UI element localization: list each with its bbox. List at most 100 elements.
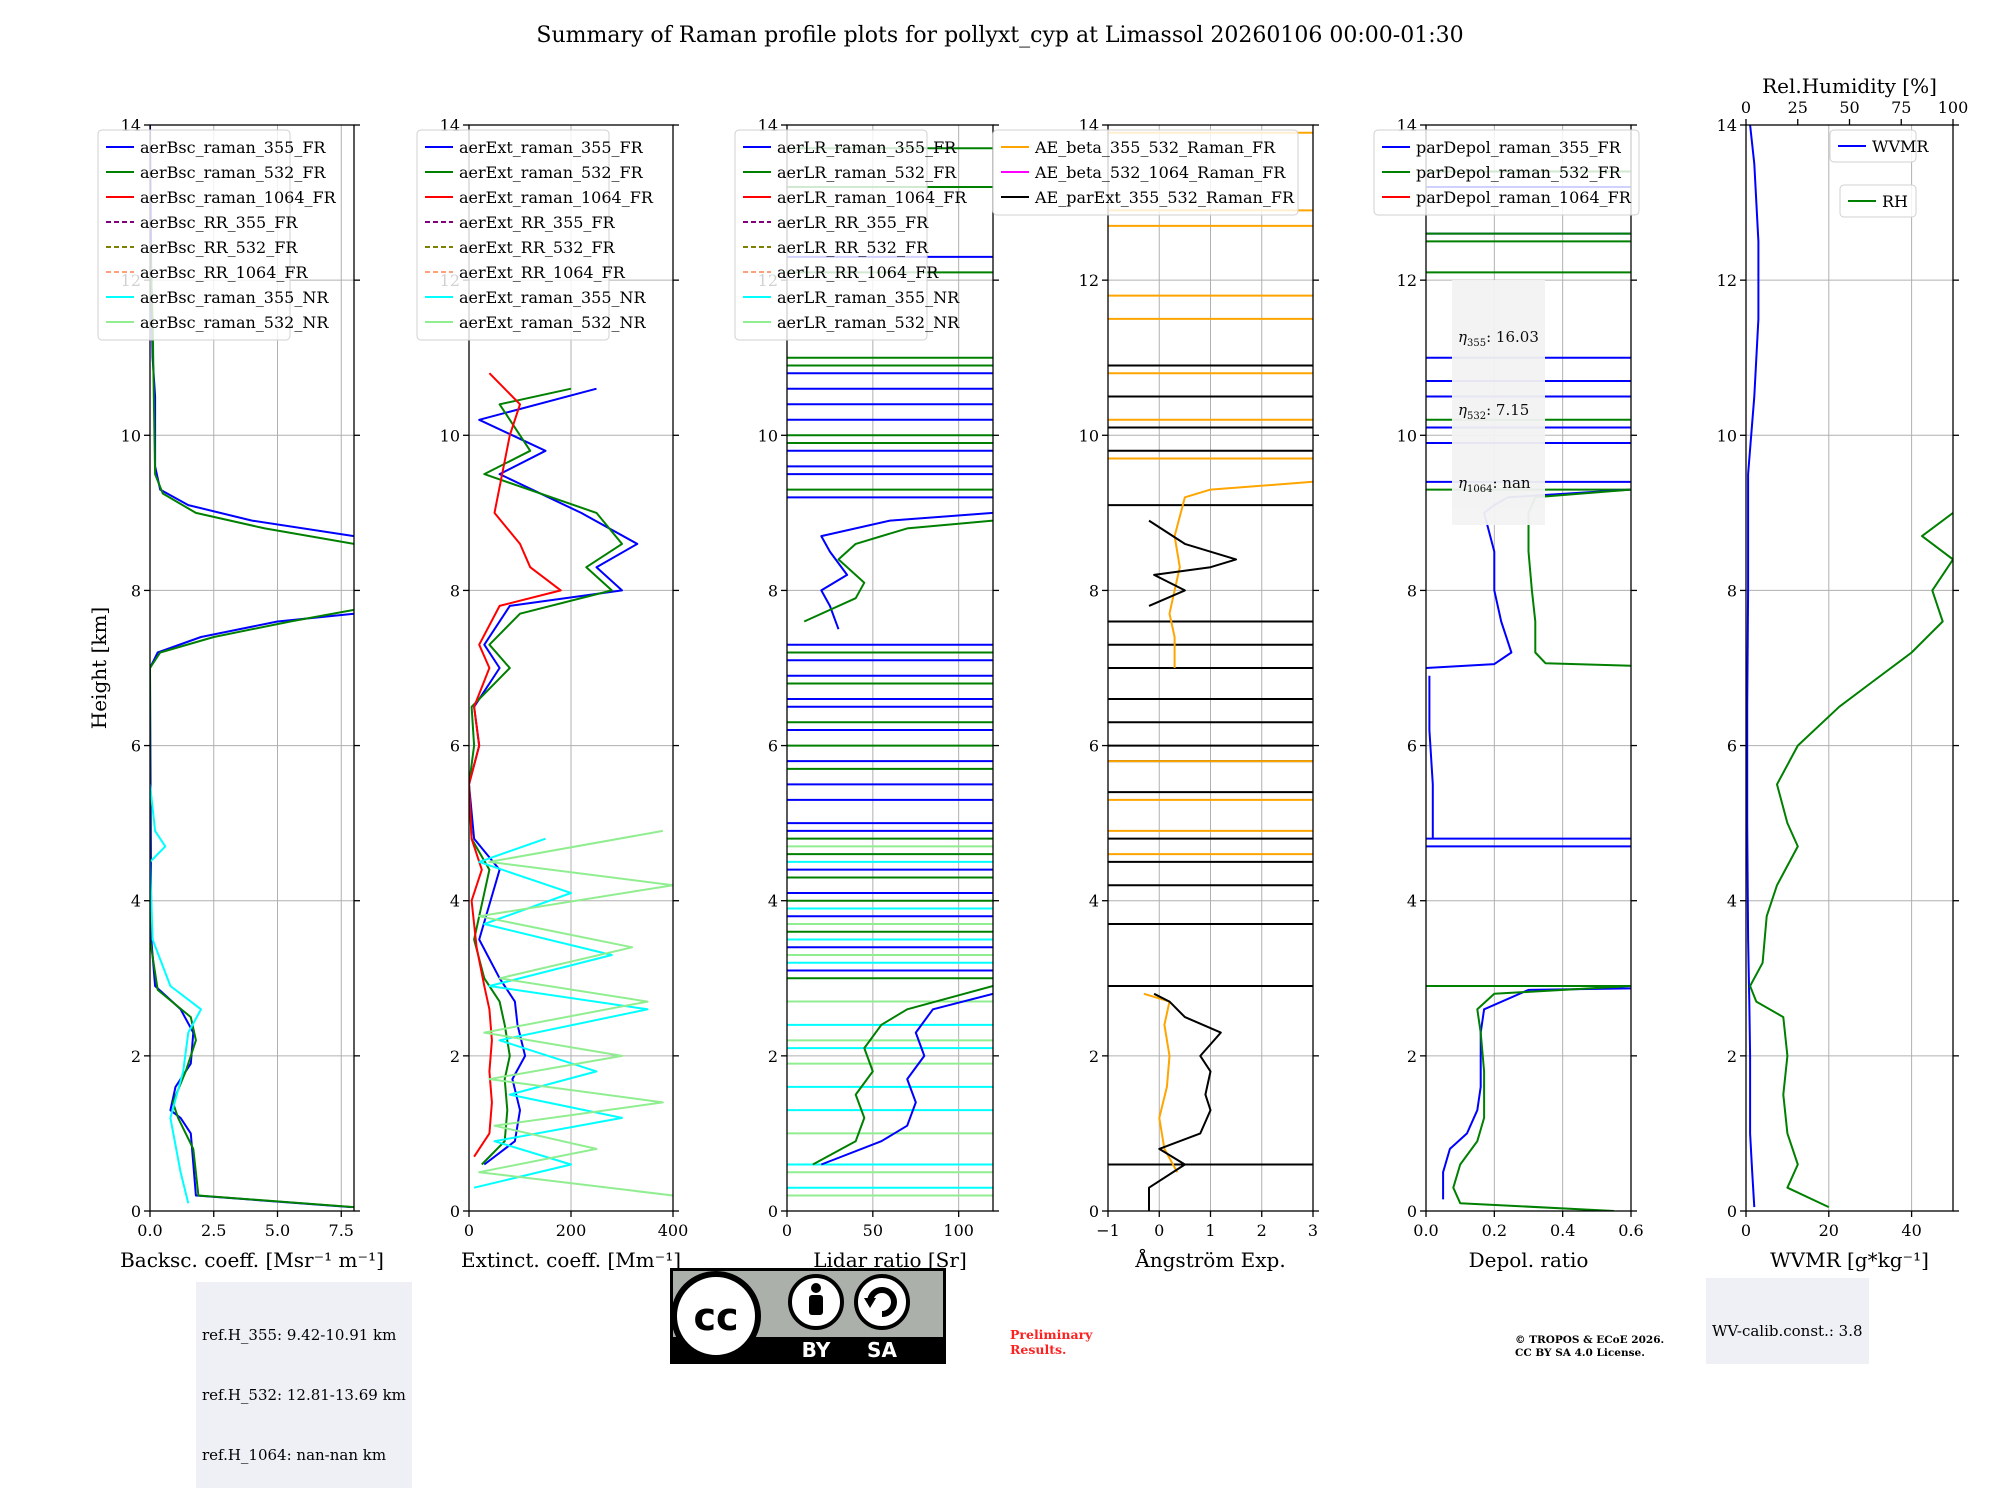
xtick-label: 5.0 bbox=[265, 1221, 290, 1240]
legend-box bbox=[1373, 129, 1640, 216]
copyright-notice: © TROPOS & ECoE 2026. CC BY SA 4.0 Licen… bbox=[1515, 1334, 1665, 1359]
legend-box bbox=[97, 129, 291, 341]
ytick-label: 6 bbox=[1407, 737, 1417, 756]
series-parDepol_raman_532_FR bbox=[1452, 985, 1631, 1211]
badge-sa-label: SA bbox=[867, 1338, 897, 1362]
series-parDepol_raman_355_FR bbox=[1442, 987, 1631, 1200]
series-aerExt_raman_355_FR bbox=[469, 387, 639, 1166]
xtick-label: 0.2 bbox=[1482, 1221, 1507, 1240]
legend-label-aerBsc_RR_1064_FR: aerBsc_RR_1064_FR bbox=[140, 263, 309, 282]
reference-heights-box: ref.H_355: 9.42-10.91 km ref.H_532: 12.8… bbox=[196, 1282, 412, 1488]
legend-label-parDepol_raman_1064_FR: parDepol_raman_1064_FR bbox=[1416, 188, 1632, 207]
legend-label-aerExt_raman_355_NR: aerExt_raman_355_NR bbox=[459, 288, 647, 307]
x-axis-label-wv: WVMR [g*kg⁻¹] bbox=[1770, 1248, 1929, 1272]
ytick-label: 0 bbox=[450, 1202, 460, 1221]
legend-label-aerBsc_raman_355_FR: aerBsc_raman_355_FR bbox=[140, 138, 326, 157]
sa-icon-arrow bbox=[864, 1298, 876, 1308]
legend-label-aerExt_raman_532_NR: aerExt_raman_532_NR bbox=[459, 313, 647, 332]
preliminary-notice: Preliminary Results. bbox=[1010, 1327, 1093, 1357]
legend-box bbox=[1839, 184, 1917, 218]
legend-label-aerLR_raman_355_FR: aerLR_raman_355_FR bbox=[777, 138, 957, 157]
summary-figure: Summary of Raman profile plots for polly… bbox=[87, 23, 1969, 1272]
ytick-label: 4 bbox=[450, 892, 460, 911]
xtick-label: −1 bbox=[1096, 1221, 1120, 1240]
legend-label-aerExt_raman_1064_FR: aerExt_raman_1064_FR bbox=[459, 188, 654, 207]
ytick-label: 0 bbox=[768, 1202, 778, 1221]
legend-label-RH: RH bbox=[1882, 192, 1908, 211]
by-icon-head bbox=[811, 1283, 821, 1293]
series-aerBsc_raman_532_FR bbox=[150, 608, 354, 1209]
top-xtick-label: 25 bbox=[1788, 98, 1808, 117]
ytick-label: 10 bbox=[440, 426, 460, 445]
eta-1064: η1064: nan bbox=[1458, 474, 1531, 495]
ytick-label: 6 bbox=[1727, 737, 1737, 756]
xtick-label: 0 bbox=[782, 1221, 792, 1240]
series-aerLR_raman_532_FR_mid bbox=[803, 519, 993, 623]
ytick-label: 8 bbox=[768, 581, 778, 600]
ytick-label: 4 bbox=[1089, 892, 1099, 911]
series-AE_beta_355_532_Raman_FR bbox=[1143, 992, 1179, 1173]
series-aerExt_raman_355_NR bbox=[473, 837, 649, 1189]
xtick-label: 0 bbox=[464, 1221, 474, 1240]
eta-calibration-box: η355: 16.03 η532: 7.15 η1064: nan bbox=[1452, 280, 1545, 525]
ytick-label: 10 bbox=[758, 426, 778, 445]
y-axis-label: Height [km] bbox=[87, 607, 111, 729]
xtick-label: 0.0 bbox=[1413, 1221, 1438, 1240]
ytick-label: 2 bbox=[131, 1047, 141, 1066]
top-xtick-label: 100 bbox=[1938, 98, 1969, 117]
xtick-label: 200 bbox=[556, 1221, 587, 1240]
panel-lr: 02468101214050100Lidar ratio [Sr]aerLR_r… bbox=[734, 116, 999, 1272]
panel-ext: 024681012140200400Extinct. coeff. [Mm⁻¹]… bbox=[416, 116, 688, 1272]
ytick-label: 2 bbox=[1727, 1047, 1737, 1066]
series-aerLR_raman_355_FR_mid bbox=[820, 511, 993, 630]
ytick-label: 8 bbox=[450, 581, 460, 600]
top-xtick-label: 50 bbox=[1839, 98, 1859, 117]
ytick-label: 4 bbox=[1727, 892, 1737, 911]
legend-label-aerExt_RR_532_FR: aerExt_RR_532_FR bbox=[459, 238, 616, 257]
legend-box bbox=[734, 129, 928, 341]
ytick-label: 10 bbox=[121, 426, 141, 445]
xtick-label: 40 bbox=[1901, 1221, 1921, 1240]
rh-axis-label: Rel.Humidity [%] bbox=[1762, 74, 1937, 98]
legend-label-aerLR_RR_355_FR: aerLR_RR_355_FR bbox=[777, 213, 929, 232]
legend-label-aerExt_RR_355_FR: aerExt_RR_355_FR bbox=[459, 213, 616, 232]
legend-label-aerLR_RR_532_FR: aerLR_RR_532_FR bbox=[777, 238, 929, 257]
legend-label-WVMR: WVMR bbox=[1872, 137, 1929, 156]
xtick-label: 0 bbox=[1741, 1221, 1751, 1240]
ytick-label: 2 bbox=[1089, 1047, 1099, 1066]
series-parDepol_raman_355_FR_low bbox=[1428, 675, 1434, 839]
xtick-label: 20 bbox=[1819, 1221, 1839, 1240]
sa-icon-arc bbox=[867, 1287, 897, 1317]
eta-355: η355: 16.03 bbox=[1458, 328, 1539, 349]
legend-label-aerBsc_RR_532_FR: aerBsc_RR_532_FR bbox=[140, 238, 298, 257]
legend-label-aerLR_raman_1064_FR: aerLR_raman_1064_FR bbox=[777, 188, 967, 207]
ytick-label: 10 bbox=[1397, 426, 1417, 445]
axes-frame bbox=[149, 124, 355, 1212]
ytick-label: 6 bbox=[450, 737, 460, 756]
legend-box bbox=[1829, 129, 1917, 163]
plot-area-wv bbox=[1746, 125, 1953, 1209]
legend-label-aerLR_RR_1064_FR: aerLR_RR_1064_FR bbox=[777, 263, 939, 282]
ytick-label: 0 bbox=[1407, 1202, 1417, 1221]
by-icon-body bbox=[809, 1295, 823, 1315]
plot-area-ext bbox=[469, 372, 673, 1197]
ytick-label: 8 bbox=[1089, 581, 1099, 600]
cc-icon-label: cc bbox=[693, 1295, 738, 1339]
legend-label-AE_parExt_355_532_Raman_FR: AE_parExt_355_532_Raman_FR bbox=[1034, 188, 1295, 207]
legend-label-aerBsc_raman_1064_FR: aerBsc_raman_1064_FR bbox=[140, 188, 337, 207]
cc-icon bbox=[671, 1271, 761, 1361]
legend-label-aerExt_raman_532_FR: aerExt_raman_532_FR bbox=[459, 163, 644, 182]
ytick-label: 8 bbox=[131, 581, 141, 600]
series-aerExt_raman_1064_FR bbox=[469, 372, 562, 1158]
ref-height-532: ref.H_532: 12.81-13.69 km bbox=[202, 1386, 406, 1404]
legend-label-aerBsc_raman_355_NR: aerBsc_raman_355_NR bbox=[140, 288, 329, 307]
wv-calib-const: WV-calib.const.: 3.8 bbox=[1712, 1322, 1863, 1340]
ref-height-1064: ref.H_1064: nan-nan km bbox=[202, 1446, 387, 1464]
legend-label-AE_beta_355_532_Raman_FR: AE_beta_355_532_Raman_FR bbox=[1034, 138, 1276, 157]
legend-label-aerLR_raman_532_NR: aerLR_raman_532_NR bbox=[777, 313, 960, 332]
ytick-label: 0 bbox=[131, 1202, 141, 1221]
xtick-label: 3 bbox=[1308, 1221, 1318, 1240]
